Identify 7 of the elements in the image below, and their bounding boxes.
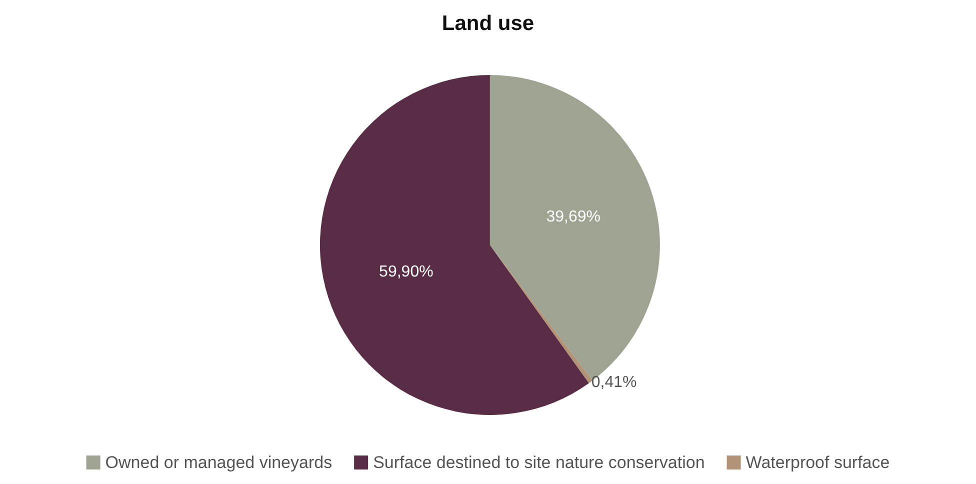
legend-label: Surface destined to site nature conservation (373, 453, 705, 472)
data-label: 39,69% (546, 208, 601, 226)
legend-label: Waterproof surface (746, 453, 890, 472)
data-label: 0,41% (591, 374, 637, 392)
legend-label: Owned or managed vineyards (105, 453, 332, 472)
data-label: 59,90% (379, 263, 434, 280)
chart-title: Land use (442, 12, 534, 35)
